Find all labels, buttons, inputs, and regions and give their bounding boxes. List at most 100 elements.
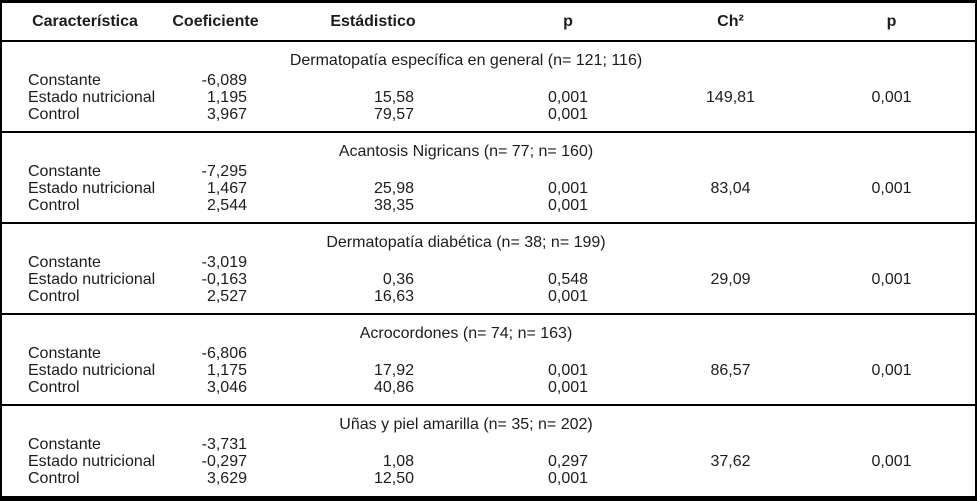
cell-estadistico: 25,98 (373, 180, 414, 197)
cell-coeficiente: -7,295 (201, 163, 247, 180)
row-label: Control (28, 197, 80, 214)
cell-chi2 (653, 288, 808, 314)
cell-p: 0,297 (547, 453, 589, 470)
cell-p: 0,001 (547, 197, 589, 214)
col-header-p2: p (808, 3, 975, 42)
cell-coeficiente: 1,467 (206, 180, 247, 197)
data-row: Estado nutricional -0,297 1,08 0,297 37,62 0,… (2, 453, 975, 470)
cell-coeficiente: 3,967 (206, 106, 247, 123)
cell-chi2 (653, 436, 808, 453)
cell-coeficiente: 1,195 (206, 89, 247, 106)
cell-estadistico: 17,92 (373, 362, 414, 379)
cell-p: 0,001 (547, 362, 589, 379)
cell-estadistico (263, 254, 483, 271)
data-row: Constante -3,019 (2, 254, 975, 271)
row-label: Constante (28, 163, 101, 180)
cell-p (483, 163, 653, 180)
section-title-row: Dermatopatía diabética (n= 38; n= 199) (2, 222, 975, 254)
cell-p: 0,001 (547, 180, 589, 197)
row-label: Estado nutricional (28, 271, 156, 288)
cell-p2: 0,001 (871, 271, 912, 288)
cell-coeficiente: -6,806 (201, 345, 247, 362)
cell-p (483, 72, 653, 89)
cell-estadistico: 15,58 (373, 89, 414, 106)
section-title: Dermatopatía diabética (n= 38; n= 199) (2, 222, 975, 254)
cell-chi2 (653, 163, 808, 180)
header-row: Característica Coeficiente Estádistico p… (2, 3, 975, 42)
cell-coeficiente: 2,544 (206, 197, 247, 214)
data-row: Control 2,527 16,63 0,001 (2, 288, 975, 314)
data-row: Constante -3,731 (2, 436, 975, 453)
cell-p2 (808, 254, 975, 271)
cell-chi2 (653, 197, 808, 223)
cell-estadistico: 0,36 (382, 271, 414, 288)
data-row: Estado nutricional 1,195 15,58 0,001 149,81 0… (2, 89, 975, 106)
row-label: Control (28, 379, 80, 396)
cell-coeficiente: 3,629 (206, 470, 247, 487)
row-label: Constante (28, 254, 101, 271)
cell-estadistico: 79,57 (373, 106, 414, 123)
section-title: Acrocordones (n= 74; n= 163) (2, 313, 975, 345)
cell-p2 (808, 345, 975, 362)
section-title-row: Uñas y piel amarilla (n= 35; n= 202) (2, 404, 975, 436)
data-row: Estado nutricional 1,467 25,98 0,001 83,04 0,… (2, 180, 975, 197)
section-5: Uñas y piel amarilla (n= 35; n= 202) Cons… (2, 404, 975, 495)
cell-p (483, 345, 653, 362)
cell-chi2 (653, 379, 808, 405)
data-row: Constante -6,089 (2, 72, 975, 89)
row-label: Estado nutricional (28, 89, 156, 106)
cell-coeficiente: -0,297 (201, 453, 247, 470)
cell-estadistico: 12,50 (373, 470, 414, 487)
cell-coeficiente: 3,046 (206, 379, 247, 396)
cell-p2: 0,001 (871, 89, 912, 106)
data-row: Control 3,046 40,86 0,001 (2, 379, 975, 405)
cell-chi2: 37,62 (710, 453, 751, 470)
cell-chi2 (653, 72, 808, 89)
row-label: Estado nutricional (28, 362, 156, 379)
section-title: Uñas y piel amarilla (n= 35; n= 202) (2, 404, 975, 436)
row-label: Estado nutricional (28, 180, 156, 197)
row-label: Constante (28, 436, 101, 453)
cell-estadistico: 16,63 (373, 288, 414, 305)
cell-p2 (808, 197, 975, 223)
cell-coeficiente: 1,175 (206, 362, 247, 379)
cell-estadistico: 38,35 (373, 197, 414, 214)
row-label: Estado nutricional (28, 453, 156, 470)
cell-chi2: 149,81 (706, 89, 755, 106)
cell-estadistico: 1,08 (382, 453, 414, 470)
cell-p2 (808, 470, 975, 495)
cell-chi2 (653, 470, 808, 495)
col-header-coeficiente: Coeficiente (168, 3, 263, 42)
cell-coeficiente: -3,731 (201, 436, 247, 453)
cell-p2: 0,001 (871, 180, 912, 197)
cell-p2 (808, 72, 975, 89)
cell-p: 0,001 (547, 89, 589, 106)
cell-estadistico (263, 163, 483, 180)
cell-estadistico (263, 436, 483, 453)
data-row: Estado nutricional -0,163 0,36 0,548 29,09 0,… (2, 271, 975, 288)
cell-coeficiente: -3,019 (201, 254, 247, 271)
col-header-chi2: Ch² (653, 3, 808, 42)
row-label: Control (28, 288, 80, 305)
cell-chi2 (653, 254, 808, 271)
section-4: Acrocordones (n= 74; n= 163) Constante -6,… (2, 313, 975, 405)
cell-chi2: 83,04 (710, 180, 751, 197)
cell-coeficiente: -6,089 (201, 72, 247, 89)
section-2: Acantosis Nigricans (n= 77; n= 160) Const… (2, 131, 975, 223)
statistics-table: Característica Coeficiente Estádistico p… (2, 3, 975, 495)
data-row: Control 2,544 38,35 0,001 (2, 197, 975, 223)
cell-p: 0,001 (547, 288, 589, 305)
cell-p: 0,001 (547, 106, 589, 123)
cell-p2 (808, 106, 975, 132)
col-header-p1: p (483, 3, 653, 42)
cell-estadistico (263, 72, 483, 89)
cell-p2 (808, 436, 975, 453)
row-label: Control (28, 106, 80, 123)
data-row: Control 3,967 79,57 0,001 (2, 106, 975, 132)
row-label: Constante (28, 72, 101, 89)
cell-p2 (808, 379, 975, 405)
section-title-row: Acantosis Nigricans (n= 77; n= 160) (2, 131, 975, 163)
section-1: Dermatopatía específica en general (n= 1… (2, 40, 975, 132)
row-label: Constante (28, 345, 101, 362)
